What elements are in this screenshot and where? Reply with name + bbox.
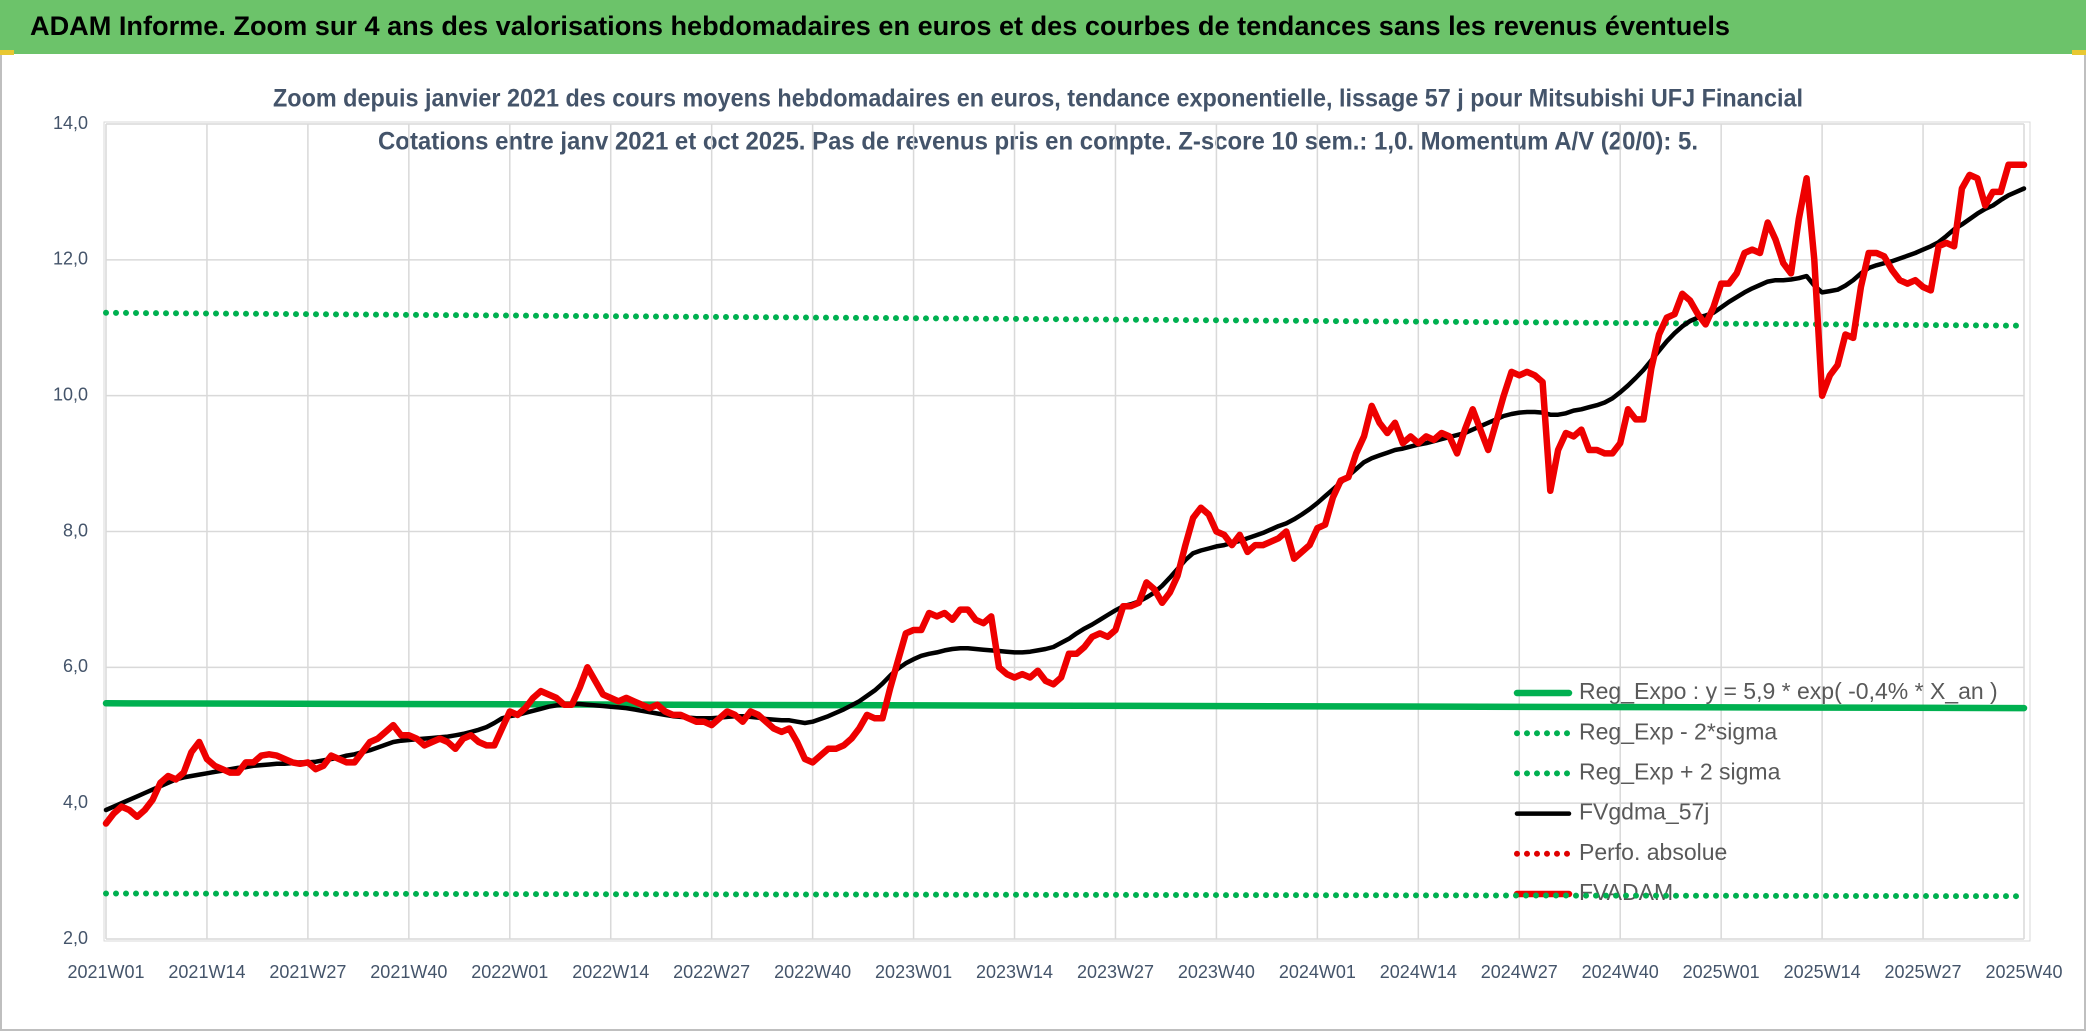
corner	[2072, 50, 2086, 55]
x-tick-label: 2025W14	[1784, 962, 1861, 982]
series-line	[103, 890, 2027, 900]
x-tick-label: 2023W01	[875, 962, 952, 982]
x-tick-label: 2024W01	[1279, 962, 1356, 982]
y-tick-label: 2,0	[63, 928, 88, 948]
legend-label: FVgdma_57j	[1579, 799, 1709, 825]
y-tick-label: 4,0	[63, 792, 88, 812]
x-tick-label: 2023W27	[1077, 962, 1154, 982]
legend-label: Perfo. absolue	[1579, 839, 1727, 865]
x-tick-label: 2022W01	[471, 962, 548, 982]
x-tick-label: 2023W40	[1178, 962, 1255, 982]
x-tick-label: 2024W14	[1380, 962, 1457, 982]
chart-title: Zoom depuis janvier 2021 des cours moyen…	[273, 85, 1803, 113]
series-line	[102, 161, 2028, 827]
x-tick-label: 2025W40	[1985, 962, 2062, 982]
y-tick-label: 14,0	[53, 113, 88, 133]
x-tick-label: 2024W40	[1582, 962, 1659, 982]
legend-label: Reg_Expo : y = 5,9 * exp( -0,4% * X_an )	[1579, 678, 1998, 704]
x-tick-label: 2022W27	[673, 962, 750, 982]
series-line	[102, 700, 2028, 712]
header-title: ADAM Informe. Zoom sur 4 ans des valoris…	[30, 11, 1730, 41]
legend-label: FVADAM	[1579, 879, 1673, 905]
x-tick-label: 2025W01	[1683, 962, 1760, 982]
x-tick-label: 2021W14	[168, 962, 245, 982]
chart-subtitle: Cotations entre janv 2021 et oct 2025. P…	[378, 128, 1698, 156]
legend-label: Reg_Exp - 2*sigma	[1579, 718, 1777, 744]
y-tick-label: 8,0	[63, 520, 88, 540]
y-tick-label: 12,0	[53, 249, 88, 269]
y-tick-label: 6,0	[63, 656, 88, 676]
x-tick-label: 2024W27	[1481, 962, 1558, 982]
corner	[0, 50, 14, 55]
series-line	[103, 186, 2027, 813]
x-tick-label: 2022W14	[572, 962, 649, 982]
plot-area	[103, 121, 2031, 942]
header-band	[0, 0, 2086, 54]
y-tick-label: 10,0	[53, 384, 88, 404]
legend-label: Reg_Exp + 2 sigma	[1579, 758, 1781, 784]
x-tick-label: 2023W14	[976, 962, 1053, 982]
x-tick-label: 2021W27	[269, 962, 346, 982]
x-tick-label: 2021W01	[67, 962, 144, 982]
x-tick-label: 2022W40	[774, 962, 851, 982]
x-tick-label: 2025W27	[1885, 962, 1962, 982]
x-tick-label: 2021W40	[370, 962, 447, 982]
